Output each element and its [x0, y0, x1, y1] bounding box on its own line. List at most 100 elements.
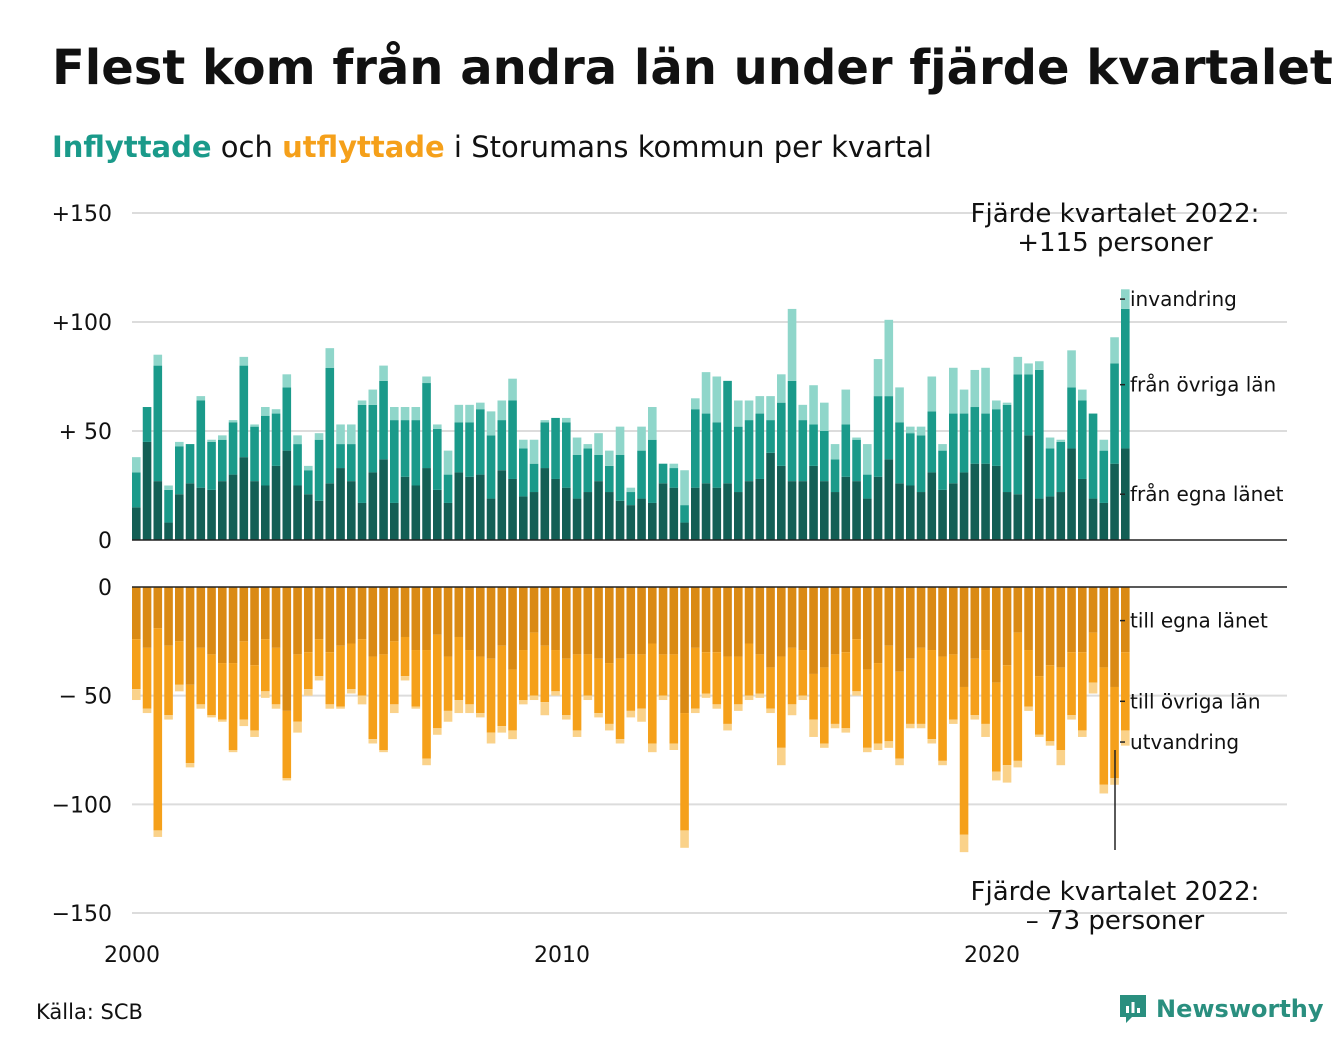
bar-out-ovriga	[895, 671, 904, 759]
bar-in-invandring	[744, 400, 754, 421]
bar-in-egna	[605, 492, 614, 540]
bar-in-egna	[787, 481, 797, 540]
bar-out-ovriga	[906, 658, 915, 724]
bar-out-utvandring	[142, 708, 152, 714]
bar-in-egna	[529, 492, 539, 540]
bar-out-ovriga	[594, 658, 603, 714]
bar-in-egna	[583, 492, 593, 540]
bar-out-utvandring	[411, 706, 421, 709]
bar-in-egna	[271, 465, 281, 540]
label-invandring: invandring	[1130, 287, 1237, 311]
bar-out-egna	[422, 587, 431, 651]
bar-in-invandring	[583, 444, 593, 449]
bar-in-ovriga	[228, 422, 238, 475]
bar-out-ovriga	[841, 652, 851, 729]
bar-in-ovriga	[314, 439, 324, 501]
bar-in-egna	[1099, 502, 1109, 540]
y-tick-label-bottom: −100	[52, 793, 112, 818]
bar-in-invandring	[540, 420, 550, 423]
bar-out-ovriga	[390, 641, 399, 705]
bar-out-egna	[497, 587, 507, 646]
bar-out-utvandring	[809, 719, 818, 737]
annotation-bottom-line1: Fjärde kvartalet 2022:	[971, 877, 1260, 907]
annotation-bottom-line2: – 73 personer	[1026, 906, 1205, 936]
bar-out-egna	[132, 587, 141, 640]
bar-in-ovriga	[615, 454, 625, 501]
bar-out-ovriga	[744, 643, 754, 696]
bar-out-ovriga	[1078, 652, 1087, 731]
bar-in-invandring	[777, 374, 786, 403]
bar-out-egna	[949, 587, 958, 655]
bar-out-ovriga	[658, 654, 668, 696]
bar-out-egna	[314, 587, 324, 640]
bar-out-egna	[873, 587, 883, 664]
bar-in-ovriga	[906, 433, 915, 486]
bar-in-egna	[959, 472, 969, 540]
bar-out-ovriga	[379, 654, 388, 750]
bar-in-egna	[648, 502, 657, 540]
bar-in-invandring	[906, 426, 915, 434]
chart-subtitle: Inflyttade och utflyttade i Storumans ko…	[52, 130, 932, 164]
bar-out-egna	[293, 587, 302, 655]
bar-in-invandring	[347, 424, 356, 445]
bar-in-egna	[777, 465, 786, 540]
bar-out-egna	[766, 587, 775, 668]
bar-in-ovriga	[304, 470, 313, 495]
bar-out-ovriga	[734, 656, 743, 705]
bar-out-egna	[239, 587, 249, 642]
bar-in-egna	[390, 502, 399, 540]
bar-out-ovriga	[433, 634, 442, 729]
bar-out-ovriga	[454, 636, 464, 701]
bar-in-invandring	[336, 424, 345, 445]
bar-in-ovriga	[486, 435, 496, 499]
bar-in-egna	[282, 450, 292, 540]
bar-in-ovriga	[443, 474, 453, 503]
bar-in-invandring	[992, 400, 1001, 410]
bar-out-utvandring	[551, 691, 560, 696]
bar-in-egna	[637, 498, 646, 540]
bar-out-utvandring	[723, 723, 732, 731]
bar-in-invandring	[1110, 337, 1119, 364]
bar-out-utvandring	[529, 695, 539, 701]
bar-in-invandring	[293, 435, 302, 445]
bar-out-ovriga	[465, 650, 474, 705]
bar-out-egna	[1099, 587, 1109, 668]
bar-in-egna	[916, 492, 926, 540]
bar-in-ovriga	[250, 426, 259, 482]
series-labels: invandring från övriga län från egna länet…	[971, 199, 1284, 936]
bar-out-utvandring	[357, 695, 367, 705]
bar-in-egna	[314, 500, 324, 540]
bar-in-egna	[239, 457, 249, 540]
bar-out-utvandring	[637, 708, 646, 722]
bar-in-invandring	[250, 424, 259, 427]
bar-out-ovriga	[637, 654, 646, 709]
label-fran-egna-lanet: från egna länet	[1130, 482, 1284, 506]
bar-in-ovriga	[476, 409, 485, 475]
bar-in-egna	[368, 472, 378, 540]
bar-in-egna	[1067, 448, 1076, 540]
bar-out-utvandring	[164, 715, 173, 720]
bar-out-utvandring	[207, 715, 216, 718]
bar-in-invandring	[153, 354, 163, 366]
bar-in-ovriga	[271, 413, 281, 466]
bar-in-invandring	[1067, 350, 1076, 388]
bar-in-egna	[454, 472, 464, 540]
bar-out-utvandring	[250, 730, 259, 737]
annotation-top-line1: Fjärde kvartalet 2022:	[971, 199, 1260, 229]
bar-out-egna	[820, 587, 829, 668]
bar-in-egna	[304, 494, 313, 540]
bar-out-egna	[626, 587, 636, 655]
bar-out-utvandring	[583, 695, 593, 701]
bar-out-ovriga	[830, 654, 840, 724]
bar-out-utvandring	[863, 747, 872, 753]
bar-out-egna	[142, 587, 152, 648]
bar-out-egna	[261, 587, 270, 640]
migration-chart: +150 +100 + 50 0 0 − 50 −100 −150 2000 2010 2020 i…	[52, 199, 1287, 968]
label-till-egna-lanet: till egna länet	[1130, 609, 1268, 633]
x-tick-label: 2020	[964, 943, 1020, 968]
bar-out-ovriga	[508, 669, 517, 731]
bar-in-invandring	[400, 407, 410, 421]
bar-in-invandring	[766, 396, 775, 421]
bar-in-egna	[830, 492, 840, 540]
bar-in-ovriga	[497, 420, 507, 471]
